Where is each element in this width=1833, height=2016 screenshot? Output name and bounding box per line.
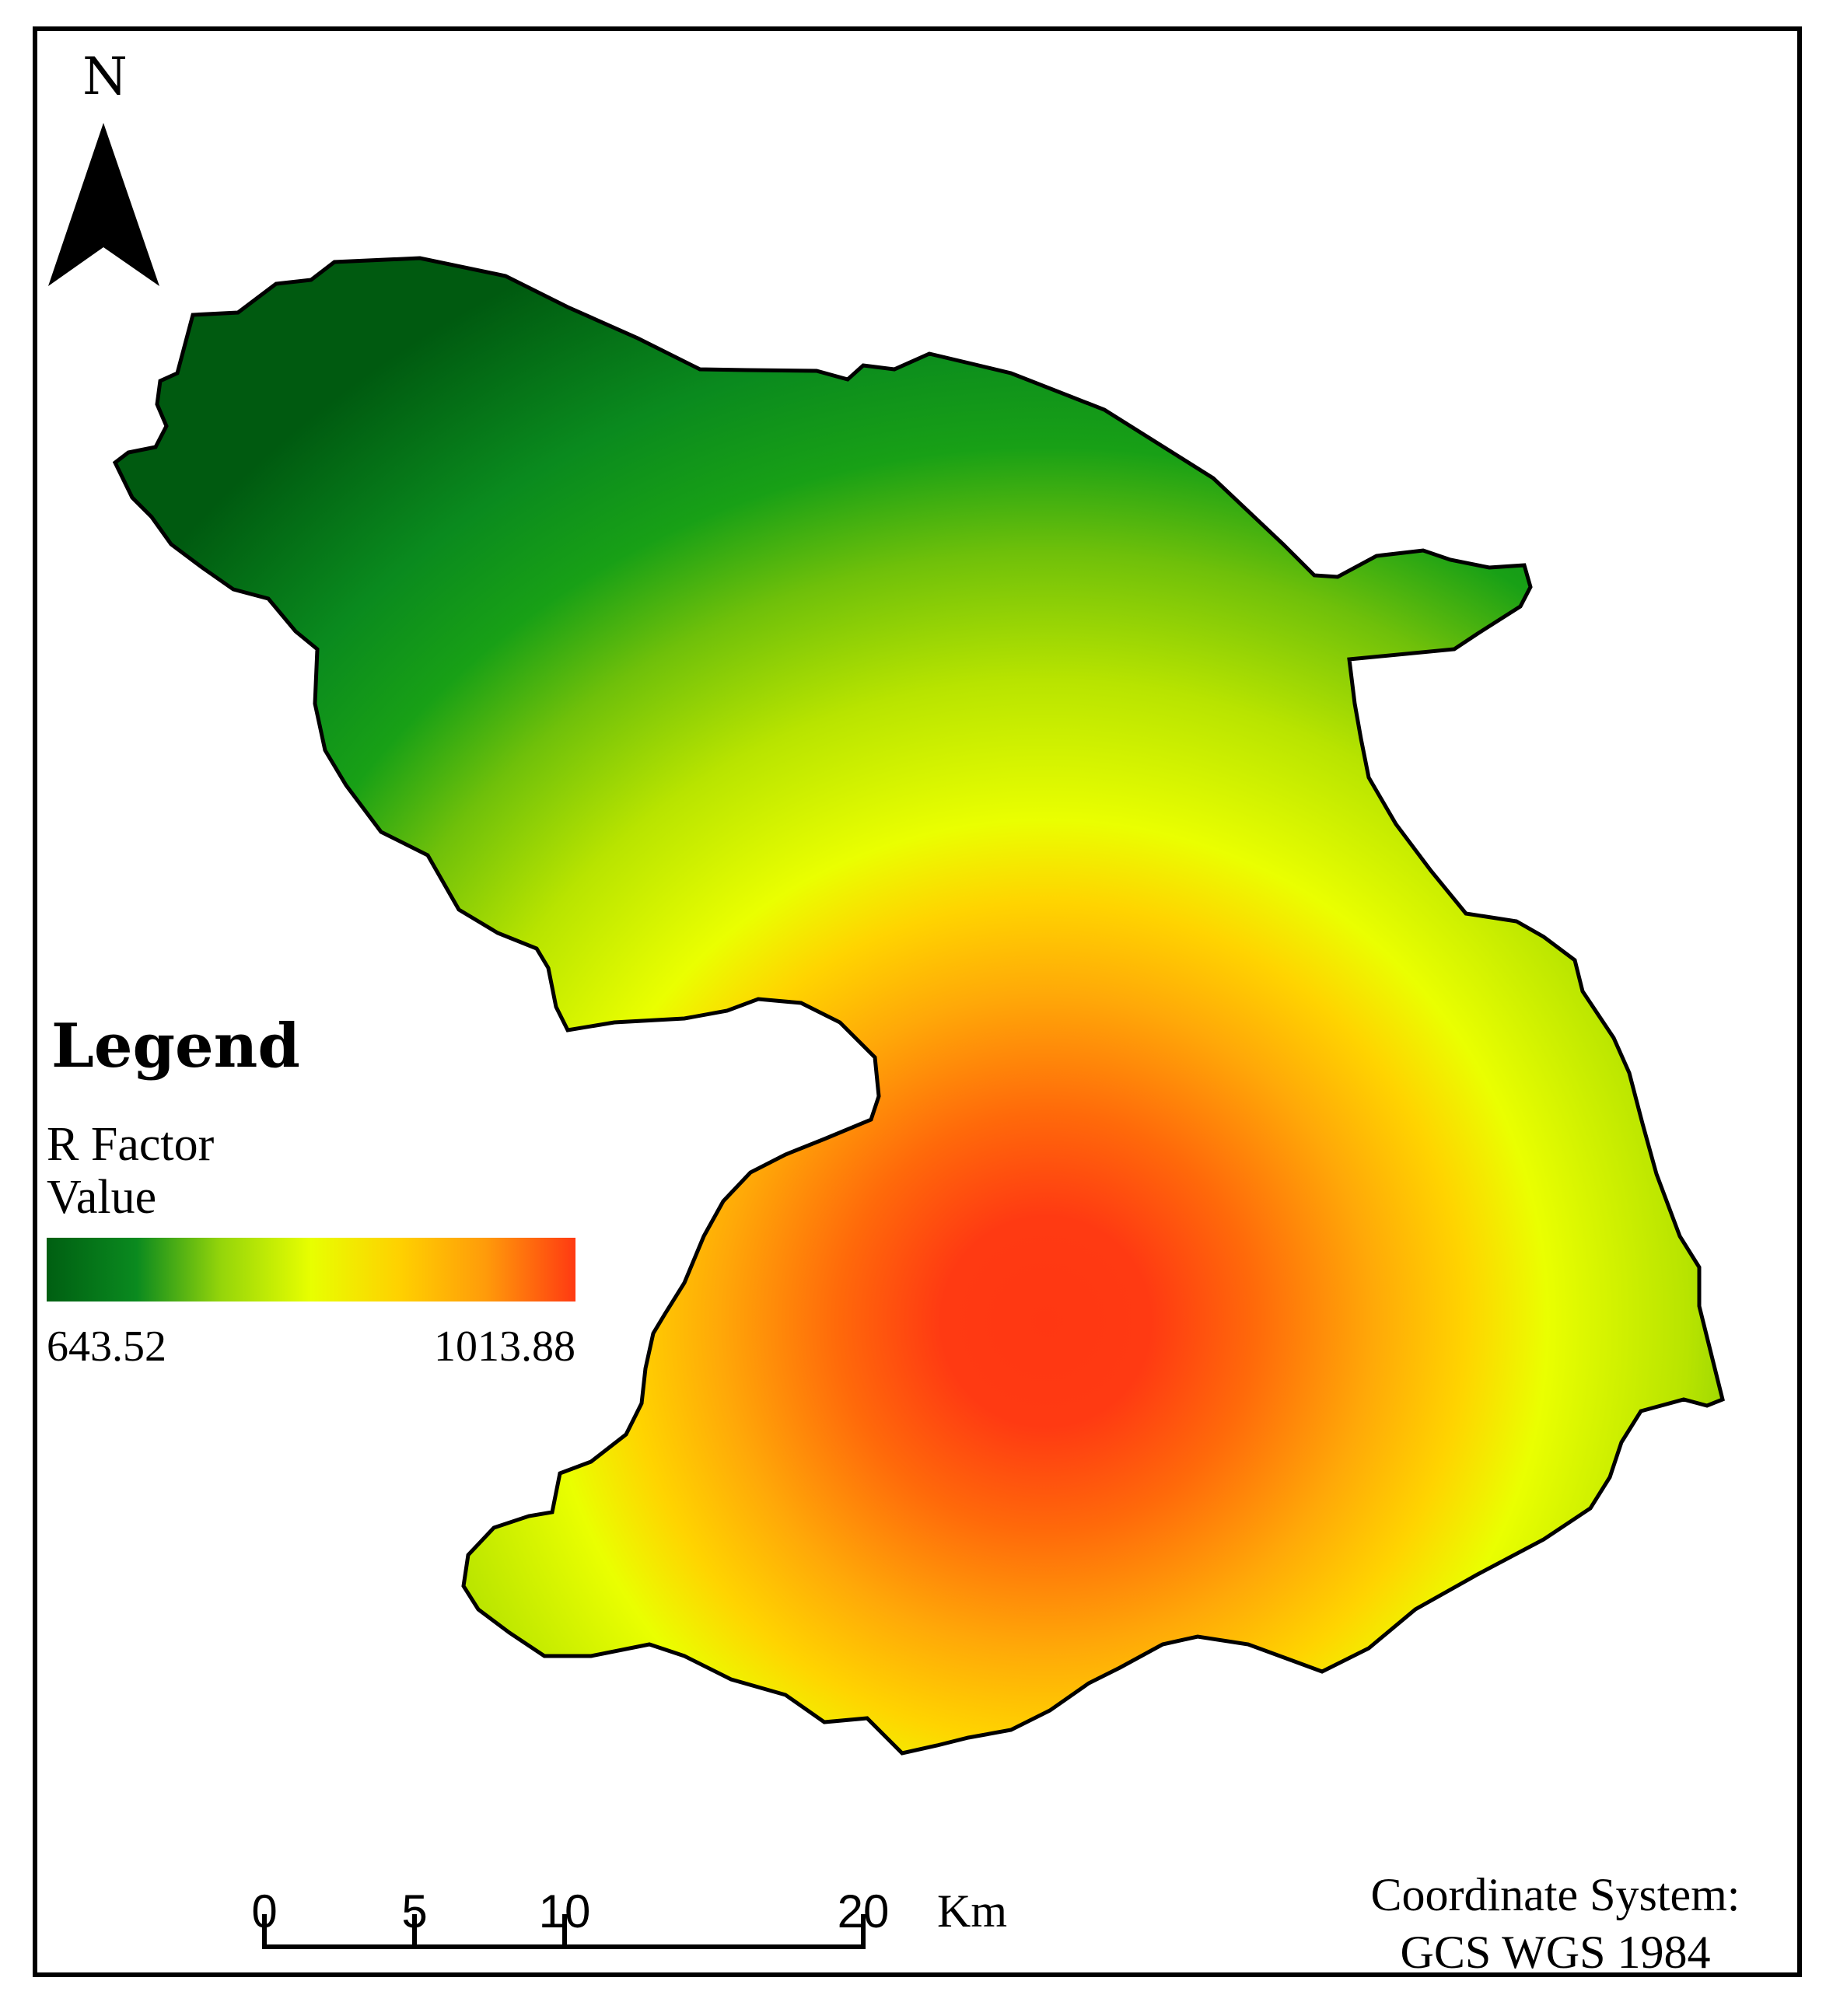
scale-label-5: 5 — [401, 1885, 428, 1937]
scale-bar — [262, 1914, 866, 1949]
coordinate-system-line2: GCS WGS 1984 — [1400, 1927, 1711, 1978]
legend-field-line2: Value — [47, 1171, 157, 1224]
legend-max-value: 1013.88 — [434, 1322, 575, 1371]
legend-color-ramp — [47, 1238, 575, 1301]
scale-label-20: 20 — [837, 1885, 890, 1937]
north-label: N — [82, 47, 128, 107]
north-arrow-icon — [48, 123, 159, 286]
legend-field-label: R Factor Value — [47, 1118, 513, 1224]
coordinate-system: Coordinate System: GCS WGS 1984 — [1322, 1866, 1789, 1981]
legend-title: Legend — [51, 1011, 300, 1081]
scale-label-10: 10 — [538, 1885, 591, 1937]
legend-min-value: 643.52 — [47, 1322, 166, 1371]
coordinate-system-line1: Coordinate System: — [1370, 1869, 1740, 1920]
scale-label-0: 0 — [251, 1885, 278, 1937]
scale-unit: Km — [937, 1885, 1007, 1937]
legend-field-line1: R Factor — [47, 1118, 215, 1171]
